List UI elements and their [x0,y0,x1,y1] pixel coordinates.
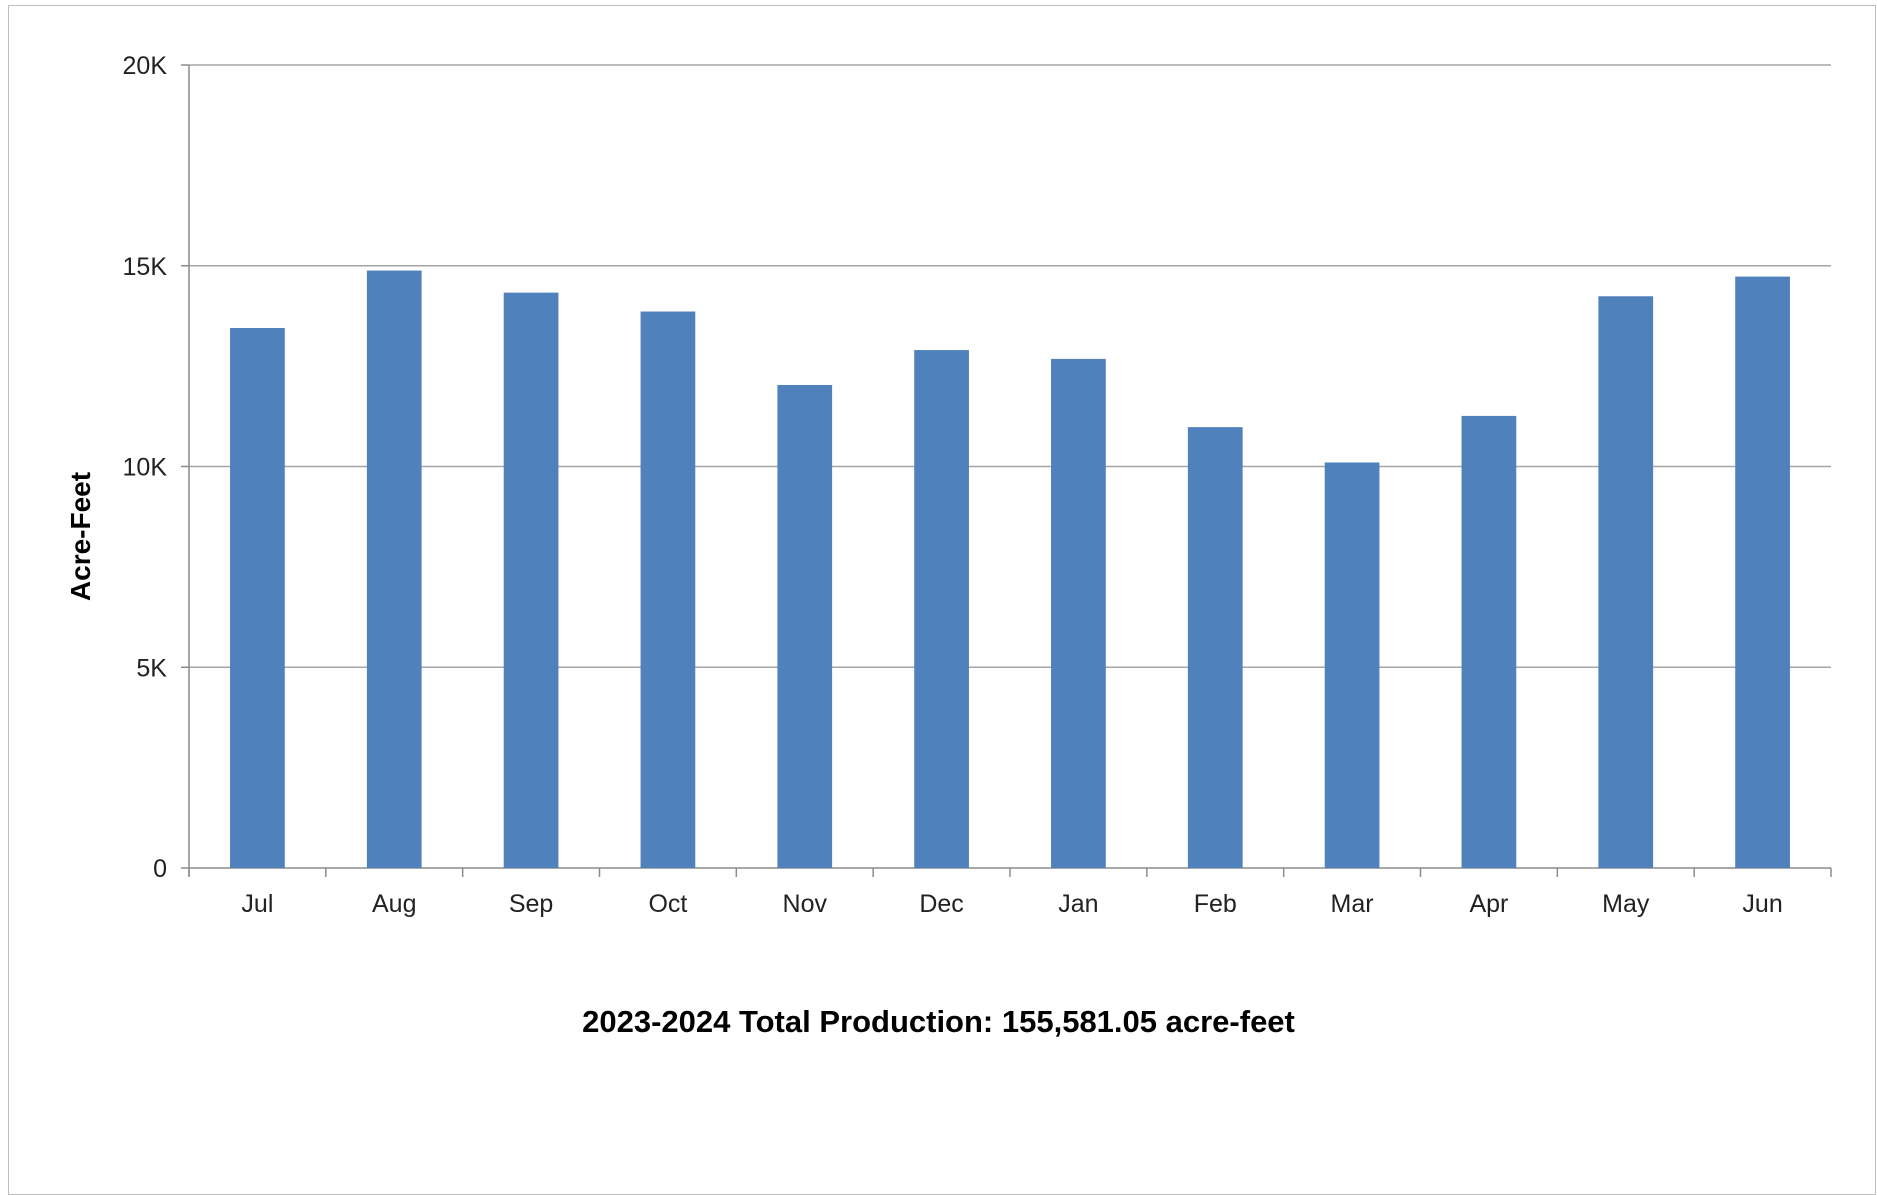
bar-aug [366,270,422,868]
bar-dec [914,350,969,868]
y-axis-title: Acre-Feet [65,472,96,601]
bar-apr [1461,415,1517,868]
x-tick-label: Apr [1469,890,1508,918]
y-tick-label: 5K [136,654,167,682]
bar-oct [640,311,696,868]
x-tick-label: Aug [372,890,416,918]
x-tick-label: Oct [648,890,687,918]
bar-feb [1187,427,1243,868]
bar-jul [230,327,285,868]
x-tick-label: Dec [919,890,963,918]
x-tick-label: Sep [509,890,553,918]
x-tick-label: May [1602,890,1650,918]
y-tick-label: 15K [123,253,168,281]
y-tick-label: 20K [123,52,168,80]
x-tick-label: Feb [1194,890,1237,918]
x-tick-label: Jan [1058,890,1098,918]
bar-jun [1735,276,1790,868]
x-tick-label: Jun [1742,890,1782,918]
y-tick-label: 10K [123,454,168,482]
bar-nov [777,384,833,868]
bar-sep [503,292,559,868]
bar-mar [1324,462,1380,868]
bar-jan [1051,358,1106,868]
x-tick-label: Jul [241,890,273,918]
bar-may [1598,296,1654,868]
x-tick-label: Nov [783,890,828,918]
y-tick-label: 0 [153,855,167,883]
x-tick-label: Mar [1331,890,1374,918]
chart-caption: 2023-2024 Total Production: 155,581.05 a… [582,1004,1295,1039]
